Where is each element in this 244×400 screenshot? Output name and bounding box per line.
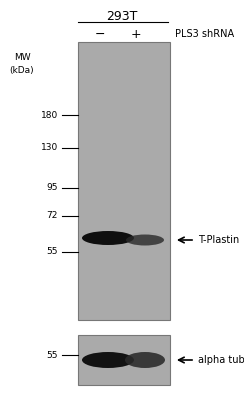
Text: +: + — [131, 28, 141, 40]
Text: 293T: 293T — [106, 10, 138, 23]
Text: MW: MW — [14, 54, 30, 62]
Text: 180: 180 — [41, 110, 58, 120]
Text: 55: 55 — [47, 350, 58, 360]
Text: 130: 130 — [41, 144, 58, 152]
Text: alpha tubulin: alpha tubulin — [198, 355, 244, 365]
Ellipse shape — [82, 231, 134, 245]
Ellipse shape — [125, 352, 165, 368]
Text: (kDa): (kDa) — [10, 66, 34, 74]
Bar — [78, 42, 170, 320]
Text: −: − — [95, 28, 105, 40]
Text: PLS3 shRNA: PLS3 shRNA — [175, 29, 234, 39]
Ellipse shape — [126, 234, 164, 246]
Text: 95: 95 — [47, 184, 58, 192]
Text: 72: 72 — [47, 212, 58, 220]
Text: T-Plastin: T-Plastin — [198, 235, 239, 245]
Bar — [78, 335, 170, 385]
Text: 55: 55 — [47, 248, 58, 256]
Ellipse shape — [82, 352, 134, 368]
